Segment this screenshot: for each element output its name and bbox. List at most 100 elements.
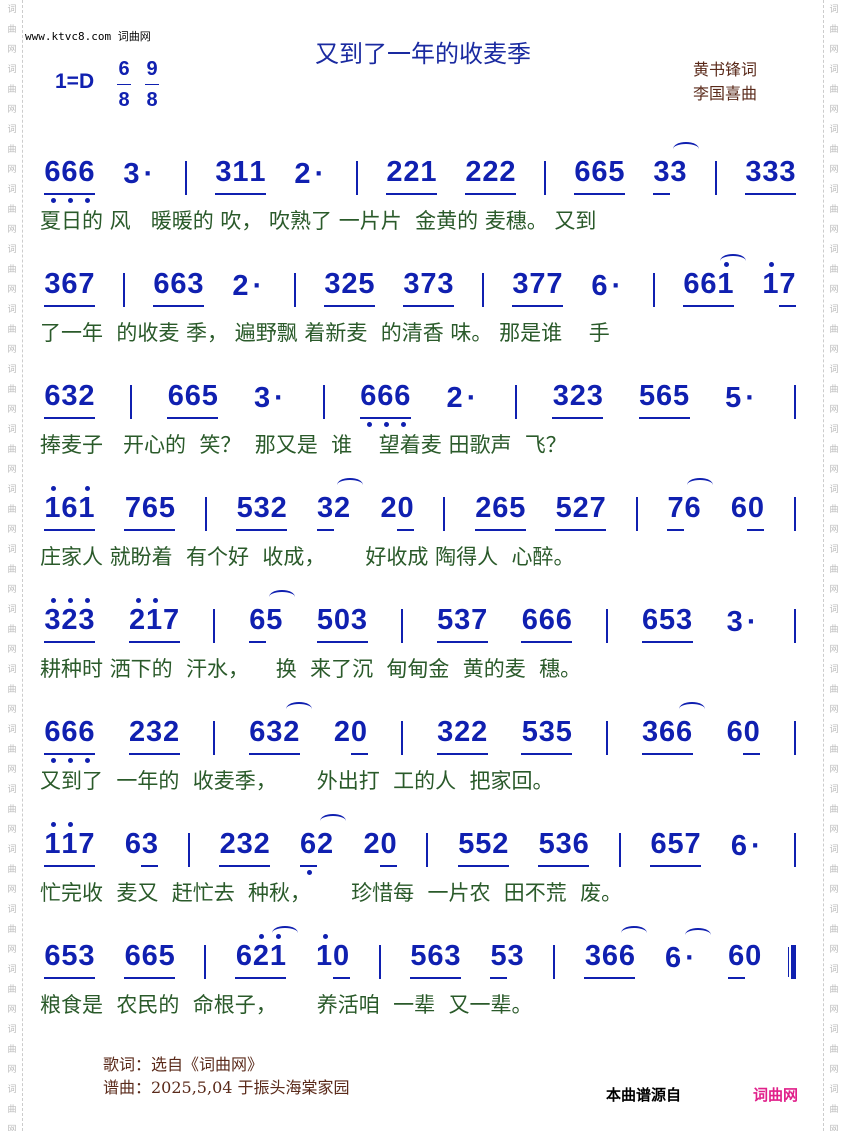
note: 2 [403, 156, 420, 195]
watermark-char: 词 [829, 65, 839, 75]
watermark-char: 曲 [829, 1045, 839, 1055]
final-barline [790, 945, 796, 979]
note: 5 [608, 156, 625, 195]
watermark-char: 网 [7, 105, 17, 115]
note: 2 [128, 598, 146, 643]
barline [715, 161, 717, 195]
composer: 李国喜曲 [693, 84, 758, 103]
watermark-char: 网 [7, 285, 17, 295]
watermark-char: 网 [829, 285, 839, 295]
source-label: 本曲谱源自 [606, 1086, 682, 1104]
note: 2 [162, 716, 180, 755]
watermark-char: 词 [7, 665, 17, 675]
lyrics-line: 庄家人 就盼着 有个好 收成， 好收成 陶得人 心醉。 [40, 545, 575, 569]
barline [401, 609, 404, 643]
watermark-char: 网 [829, 1125, 839, 1131]
watermark-char: 曲 [829, 565, 839, 575]
watermark-char: 曲 [829, 145, 839, 155]
note: 6 [727, 940, 745, 979]
watermark-char: 曲 [829, 325, 839, 335]
watermark-char: 网 [829, 405, 839, 415]
watermark-char: 词 [829, 185, 839, 195]
note: 6 [555, 604, 573, 643]
note: 2 [569, 380, 587, 419]
note: 2 [333, 716, 351, 748]
note: 6 [521, 604, 539, 643]
watermark-char: 网 [829, 1065, 839, 1075]
note: · [143, 158, 154, 190]
note: 3 [78, 598, 95, 643]
note: · [611, 270, 622, 302]
watermark-char: 词 [7, 305, 17, 315]
note: 6 [124, 828, 141, 860]
watermark-char: 网 [829, 885, 839, 895]
note: 6 [538, 604, 556, 643]
watermark-char: 词 [7, 845, 17, 855]
note: 6 [601, 940, 619, 979]
note: 3 [675, 604, 693, 643]
note: 6 [700, 268, 717, 307]
lyrics-line: 耕种时 洒下的 汗水， 换 来了沉 甸甸金 黄的麦 穗。 [40, 657, 582, 681]
note: 2 [446, 382, 463, 414]
slur [336, 478, 363, 492]
note: 6 [248, 604, 266, 643]
note: 3 [762, 156, 779, 195]
watermark-char: 网 [7, 1065, 17, 1075]
note: 2 [317, 828, 334, 860]
note-group: 3 · [123, 158, 157, 195]
note: 6 [61, 268, 78, 307]
watermark-char: 曲 [829, 925, 839, 935]
note: 3 [453, 604, 471, 643]
note: 3 [316, 492, 334, 531]
note-group: 6 · [665, 928, 711, 979]
watermark-char: 曲 [7, 565, 17, 575]
watermark-char: 词 [829, 5, 839, 15]
watermark-char: 词 [7, 1025, 17, 1035]
note: 3 [512, 268, 529, 307]
watermark-char: 词 [829, 1025, 839, 1035]
watermark-char: 词 [7, 185, 17, 195]
watermark-char: 词 [7, 785, 17, 795]
watermark-char: 词 [829, 305, 839, 315]
note: 2 [270, 492, 288, 531]
notation-row: 3 2 3 2 1 7 6 5 5 0 3 5 3 7 6 6 6 6 5 3 3 · [44, 590, 796, 643]
note: 6 [44, 380, 61, 419]
note: 7 [124, 492, 142, 531]
note: 2 [453, 716, 471, 755]
note: 2 [491, 828, 509, 867]
note: 2 [78, 380, 95, 419]
note: 6 [78, 716, 95, 763]
watermark-char: 曲 [7, 85, 17, 95]
watermark-char: 网 [7, 165, 17, 175]
watermark-char: 网 [829, 705, 839, 715]
watermark-char: 词 [829, 845, 839, 855]
note-group: 2 · [294, 158, 328, 195]
source-site-link[interactable]: 词曲网 [753, 1086, 799, 1104]
note: 3 [187, 268, 204, 307]
barline [185, 161, 187, 195]
barline [793, 833, 796, 867]
note: 2 [363, 828, 380, 860]
note: 2 [572, 492, 590, 531]
credits: 黄书锋词 李国喜曲 [693, 58, 757, 106]
note: 0 [743, 716, 761, 755]
watermark-char: 词 [829, 1085, 839, 1095]
watermark-char: 词 [829, 545, 839, 555]
note: 1 [78, 486, 95, 531]
note: 6 [299, 828, 317, 875]
watermark-char: 曲 [7, 1105, 17, 1115]
watermark-char: 曲 [829, 1105, 839, 1115]
site-label: www.ktvc8.com 词曲网 [25, 30, 151, 43]
note: 5 [555, 716, 573, 755]
note: 6 [61, 492, 78, 531]
